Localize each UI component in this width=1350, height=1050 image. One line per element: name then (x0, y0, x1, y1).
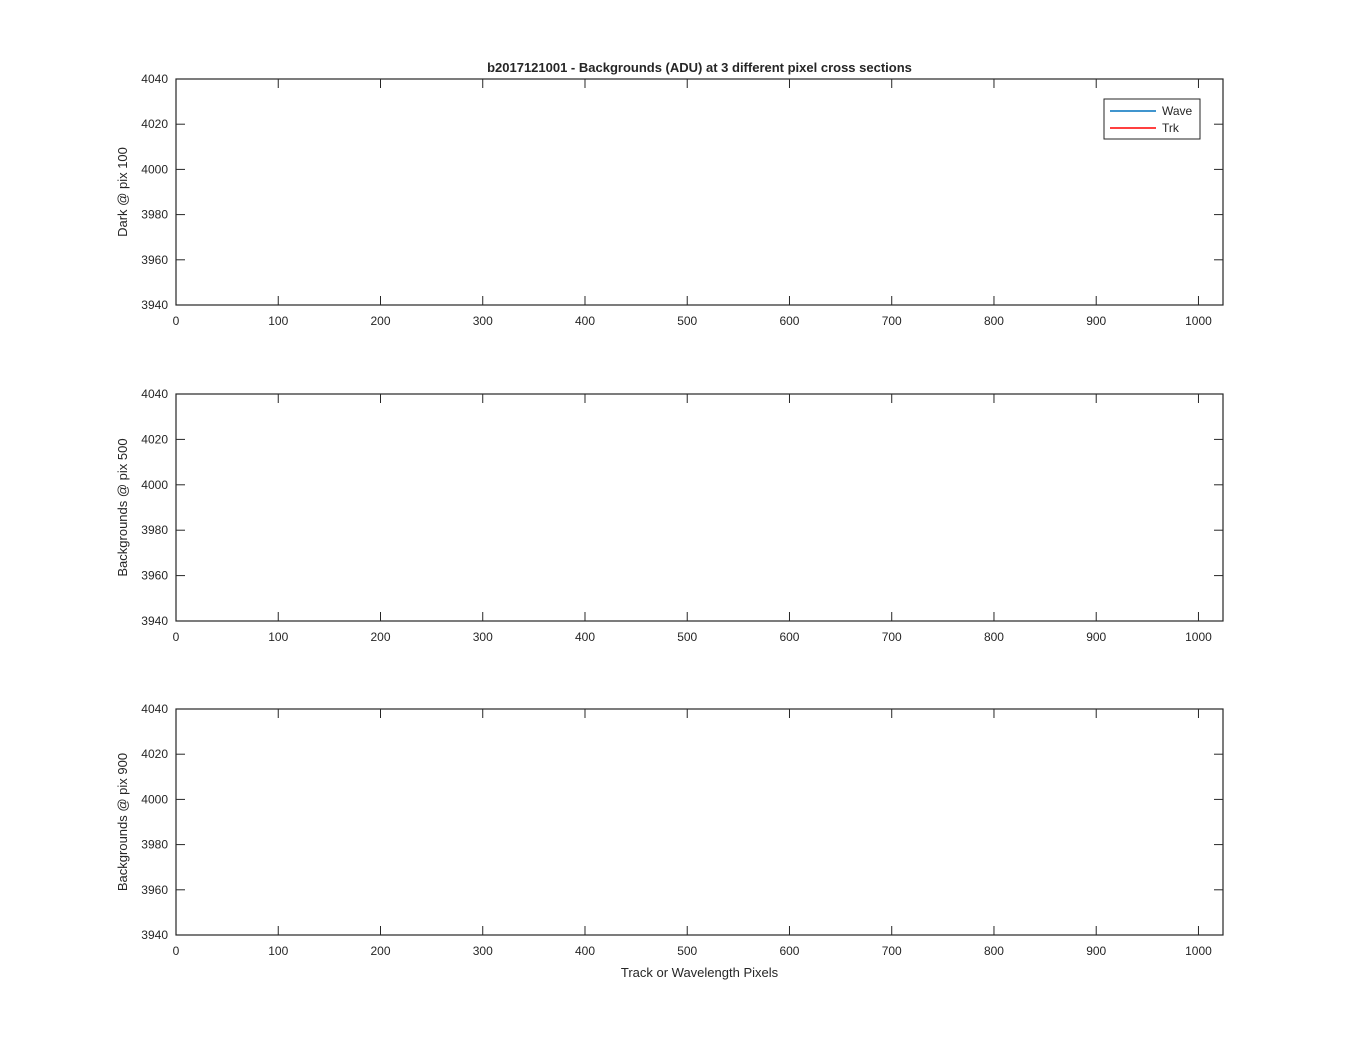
x-tick-label: 700 (882, 630, 902, 644)
y-tick-label: 4040 (141, 387, 168, 401)
y-tick-label: 3940 (141, 928, 168, 942)
x-tick-label: 500 (677, 630, 697, 644)
x-tick-label: 100 (268, 944, 288, 958)
x-tick-label: 400 (575, 630, 595, 644)
y-axis-label: Backgrounds @ pix 900 (115, 753, 130, 891)
x-tick-label: 700 (882, 314, 902, 328)
y-tick-label: 3940 (141, 614, 168, 628)
y-tick-label: 3980 (141, 523, 168, 537)
x-tick-label: 700 (882, 944, 902, 958)
legend-label-trk: Trk (1162, 121, 1180, 135)
x-tick-label: 500 (677, 314, 697, 328)
x-tick-label: 200 (370, 944, 390, 958)
panels: 0 100 200 300 400 500 600 700 800 900 100039403960… (115, 60, 1224, 980)
y-tick-label: 3940 (141, 298, 168, 312)
y-tick-label: 4040 (141, 72, 168, 86)
x-tick-label: 0 (173, 314, 180, 328)
y-tick-label: 4000 (141, 162, 168, 176)
y-axis-label: Backgrounds @ pix 500 (115, 438, 130, 576)
y-axis-label: Dark @ pix 100 (115, 147, 130, 237)
axes-frame (175, 708, 1224, 936)
x-tick-label: 400 (575, 944, 595, 958)
x-tick-label: 300 (473, 314, 493, 328)
axes-frame (175, 78, 1224, 306)
y-tick-label: 4020 (141, 747, 168, 761)
legend-label-wave: Wave (1162, 104, 1193, 118)
y-tick-label: 3980 (141, 838, 168, 852)
x-tick-label: 900 (1086, 630, 1106, 644)
y-tick-label: 4000 (141, 792, 168, 806)
x-tick-label: 600 (779, 314, 799, 328)
y-tick-label: 3960 (141, 883, 168, 897)
x-tick-label: 800 (984, 630, 1004, 644)
x-tick-label: 400 (575, 314, 595, 328)
x-tick-label: 800 (984, 314, 1004, 328)
y-tick-label: 4020 (141, 432, 168, 446)
legend-box (1103, 98, 1201, 140)
x-tick-label: 300 (473, 630, 493, 644)
axes-frame (175, 393, 1224, 622)
panel-3: 0 100 200 300 400 500 600 700 800 900 1000 3940 3960… (115, 702, 1224, 980)
chart-title: b2017121001 - Backgrounds (ADU) at 3 dif… (487, 60, 912, 75)
x-tick-label: 100 (268, 314, 288, 328)
x-tick-label: 1000 (1185, 630, 1212, 644)
x-tick-label: 800 (984, 944, 1004, 958)
y-tick-label: 4000 (141, 478, 168, 492)
x-tick-label: 200 (370, 630, 390, 644)
x-tick-label: 0 (173, 630, 180, 644)
panel-2: 0 100 200 300 400 500 600 700 800 900 1000 3940 3960… (115, 387, 1224, 644)
x-tick-label: 300 (473, 944, 493, 958)
y-tick-label: 4040 (141, 702, 168, 716)
x-tick-label: 600 (779, 630, 799, 644)
x-tick-label: 0 (173, 944, 180, 958)
y-tick-label: 3960 (141, 569, 168, 583)
legend: Wave Trk (1103, 98, 1201, 140)
x-tick-label: 1000 (1185, 314, 1212, 328)
panel-1: 0 100 200 300 400 500 600 700 800 900 1000 3940 3960… (115, 60, 1224, 328)
x-tick-label: 900 (1086, 944, 1106, 958)
x-tick-label: 1000 (1185, 944, 1212, 958)
x-tick-label: 500 (677, 944, 697, 958)
y-tick-label: 3980 (141, 208, 168, 222)
y-tick-label: 4020 (141, 117, 168, 131)
x-tick-label: 600 (779, 944, 799, 958)
y-tick-label: 3960 (141, 253, 168, 267)
x-axis-label: Track or Wavelength Pixels (621, 965, 779, 980)
x-tick-label: 200 (370, 314, 390, 328)
x-tick-label: 100 (268, 630, 288, 644)
x-tick-label: 900 (1086, 314, 1106, 328)
